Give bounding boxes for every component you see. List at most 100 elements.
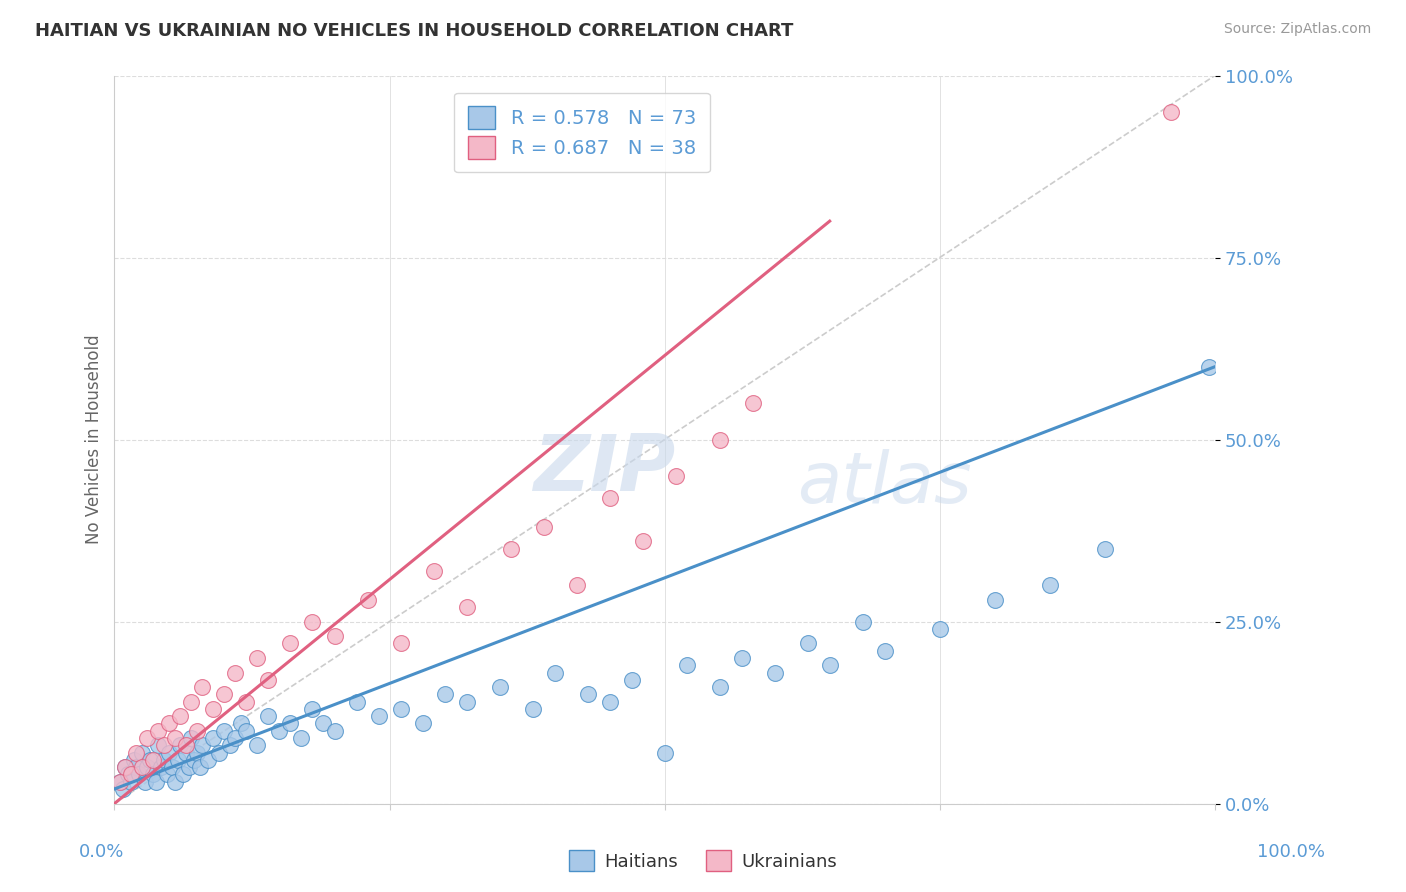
Point	[873, 643, 896, 657]
Point	[620, 673, 643, 687]
Point	[1160, 104, 1182, 119]
Point	[456, 695, 478, 709]
Point	[163, 731, 186, 745]
Point	[665, 469, 688, 483]
Point	[153, 753, 176, 767]
Point	[138, 753, 160, 767]
Point	[290, 731, 312, 745]
Point	[346, 695, 368, 709]
Point	[499, 541, 522, 556]
Point	[412, 716, 434, 731]
Point	[741, 396, 763, 410]
Point	[488, 680, 510, 694]
Point	[709, 433, 731, 447]
Point	[235, 695, 257, 709]
Point	[731, 651, 754, 665]
Point	[1039, 578, 1062, 592]
Point	[214, 687, 236, 701]
Point	[148, 723, 170, 738]
Point	[159, 746, 181, 760]
Point	[114, 760, 136, 774]
Point	[599, 491, 621, 505]
Point	[186, 746, 208, 760]
Point	[456, 599, 478, 614]
Legend: Haitians, Ukrainians: Haitians, Ukrainians	[561, 843, 845, 879]
Point	[172, 767, 194, 781]
Point	[179, 760, 201, 774]
Point	[183, 753, 205, 767]
Point	[160, 760, 183, 774]
Text: 0.0%: 0.0%	[79, 843, 124, 861]
Point	[145, 774, 167, 789]
Text: Source: ZipAtlas.com: Source: ZipAtlas.com	[1223, 22, 1371, 37]
Point	[709, 680, 731, 694]
Point	[197, 753, 219, 767]
Point	[114, 760, 136, 774]
Point	[142, 753, 165, 767]
Point	[257, 673, 280, 687]
Point	[599, 695, 621, 709]
Point	[224, 665, 246, 680]
Point	[301, 702, 323, 716]
Point	[631, 534, 654, 549]
Point	[280, 716, 302, 731]
Point	[159, 716, 181, 731]
Point	[131, 746, 153, 760]
Point	[169, 739, 191, 753]
Point	[928, 622, 950, 636]
Point	[125, 760, 148, 774]
Point	[120, 767, 142, 781]
Text: ZIP: ZIP	[533, 431, 675, 507]
Point	[202, 702, 225, 716]
Point	[136, 760, 159, 774]
Point	[389, 636, 412, 650]
Point	[576, 687, 599, 701]
Point	[654, 746, 676, 760]
Point	[224, 731, 246, 745]
Y-axis label: No Vehicles in Household: No Vehicles in Household	[86, 334, 103, 544]
Point	[128, 767, 150, 781]
Point	[174, 746, 197, 760]
Point	[191, 739, 214, 753]
Point	[323, 723, 346, 738]
Point	[852, 615, 875, 629]
Point	[180, 695, 202, 709]
Text: HAITIAN VS UKRAINIAN NO VEHICLES IN HOUSEHOLD CORRELATION CHART: HAITIAN VS UKRAINIAN NO VEHICLES IN HOUS…	[35, 22, 793, 40]
Point	[186, 723, 208, 738]
Point	[565, 578, 588, 592]
Point	[131, 760, 153, 774]
Point	[433, 687, 456, 701]
Point	[818, 658, 841, 673]
Point	[219, 739, 242, 753]
Point	[142, 767, 165, 781]
Point	[796, 636, 818, 650]
Point	[763, 665, 786, 680]
Point	[422, 564, 444, 578]
Point	[174, 739, 197, 753]
Point	[120, 774, 142, 789]
Point	[269, 723, 291, 738]
Point	[108, 774, 131, 789]
Text: 100.0%: 100.0%	[1257, 843, 1324, 861]
Point	[235, 723, 257, 738]
Point	[1094, 541, 1116, 556]
Point	[367, 709, 389, 723]
Point	[153, 739, 176, 753]
Point	[312, 716, 335, 731]
Point	[167, 753, 190, 767]
Point	[356, 592, 378, 607]
Point	[280, 636, 302, 650]
Point	[323, 629, 346, 643]
Point	[522, 702, 544, 716]
Point	[188, 760, 211, 774]
Point	[543, 665, 565, 680]
Point	[149, 760, 172, 774]
Point	[214, 723, 236, 738]
Point	[229, 716, 252, 731]
Point	[984, 592, 1007, 607]
Point	[125, 746, 148, 760]
Point	[675, 658, 697, 673]
Point	[208, 746, 231, 760]
Point	[122, 753, 145, 767]
Text: atlas: atlas	[797, 449, 972, 517]
